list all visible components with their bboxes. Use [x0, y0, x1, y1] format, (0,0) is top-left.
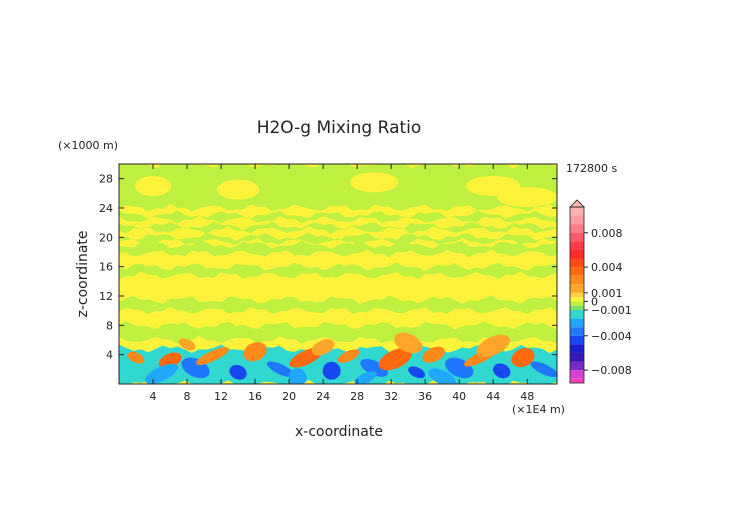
field-feature: [408, 366, 426, 379]
y-unit-label: (×1000 m): [58, 139, 118, 152]
colorbar-band: [570, 224, 584, 233]
colorbar-band: [570, 275, 584, 285]
colorbar-frame: [569, 206, 585, 384]
colorbar-band: [570, 249, 584, 259]
y-tick-label: 20: [99, 231, 113, 244]
y-tick-label: 4: [106, 349, 113, 362]
field-patch-yellow: [350, 172, 399, 193]
x-tick-label: 32: [384, 390, 398, 403]
field-feature: [428, 368, 457, 384]
field-region-lower-green: [119, 320, 557, 344]
x-tick-label: 28: [350, 390, 364, 403]
colorbar-band: [570, 305, 584, 311]
colorbar-band: [570, 292, 584, 298]
x-axis: 4 8 12 16 20 24 28 32 36 40 44 48: [150, 164, 534, 403]
colorbar-band: [570, 241, 584, 250]
colorbar-label: −0.008: [591, 364, 632, 377]
colorbar-band: [570, 267, 584, 276]
colorbar-top-arrow: [569, 199, 585, 208]
y-tick-label: 16: [99, 261, 113, 274]
field-feature: [127, 351, 145, 364]
colorbar-band: [570, 215, 584, 225]
colorbar-band: [570, 335, 584, 345]
colorbar-band: [570, 297, 584, 302]
colorbar-label: −0.004: [591, 330, 632, 343]
chart-title: H2O-g Mixing Ratio: [257, 118, 422, 138]
field-feature: [493, 363, 511, 379]
colorbar-label: 0.008: [591, 227, 623, 240]
colorbar-band: [570, 318, 584, 328]
field-feature: [337, 349, 360, 363]
field-feature: [229, 364, 247, 380]
y-axis: 4 8 12 16 20 24 28: [99, 173, 557, 362]
y-tick-label: 28: [99, 173, 113, 186]
colorbar-label: −0.001: [591, 304, 632, 317]
x-tick-label: 24: [316, 390, 330, 403]
colorbar-band: [570, 378, 584, 383]
field-feature: [394, 332, 423, 354]
colorbar-band: [570, 258, 584, 268]
field-feature: [178, 338, 196, 351]
field-feature: [144, 363, 179, 384]
field-patch-yellow: [135, 176, 172, 196]
field-feature: [360, 358, 389, 377]
field-region-low-mid-band: [119, 295, 557, 315]
field-feature: [530, 361, 557, 378]
field-feature: [266, 361, 295, 378]
colorbar-band: [570, 344, 584, 353]
colorbar-band: [570, 361, 584, 371]
x-tick-label: 8: [184, 390, 191, 403]
field-region-stripe-3: [119, 232, 557, 246]
colorbar-label: 0.001: [591, 287, 623, 300]
field-patch-yellow: [497, 187, 557, 207]
colorbar-band: [570, 352, 584, 362]
field-feature: [311, 339, 335, 356]
field-feature: [196, 347, 230, 365]
colorbar-band: [570, 370, 584, 379]
field-feature: [476, 334, 510, 358]
x-tick-label: 20: [282, 390, 296, 403]
field-region-mid-band-2: [119, 262, 557, 280]
colorbar-band: [570, 301, 584, 306]
y-tick-label: 8: [106, 319, 113, 332]
field-feature: [288, 368, 307, 384]
field-feature: [322, 361, 341, 380]
field-region-stripe-2: [119, 221, 557, 234]
colorbar-band: [570, 327, 584, 336]
x-tick-label: 12: [214, 390, 228, 403]
x-unit-label: (×1E4 m): [512, 403, 565, 416]
heatmap-field: [119, 164, 557, 384]
colorbar-label: 0.004: [591, 261, 623, 274]
field-feature: [243, 342, 267, 362]
y-tick-label: 24: [99, 202, 113, 215]
colorbar-label: 0: [591, 295, 598, 308]
x-tick-label: 16: [248, 390, 262, 403]
x-tick-label: 44: [486, 390, 500, 403]
field-region-mid-band-1: [119, 240, 557, 258]
y-axis-label: z-coordinate: [75, 230, 91, 317]
x-tick-label: 36: [418, 390, 432, 403]
colorbar-band: [570, 284, 584, 293]
colorbar-band: [570, 310, 584, 319]
x-tick-label: 40: [452, 390, 466, 403]
time-label: 172800 s: [566, 162, 617, 175]
colorbar-band: [570, 232, 584, 242]
colorbar-band: [570, 207, 584, 216]
field-feature: [422, 346, 445, 363]
field-feature: [354, 371, 377, 384]
x-axis-label: x-coordinate: [295, 424, 383, 440]
field-region-stripe-1: [119, 210, 557, 224]
plot-frame: [118, 163, 558, 385]
field-feature: [378, 347, 413, 371]
field-patch-yellow: [217, 179, 260, 200]
x-tick-label: 48: [520, 390, 534, 403]
field-feature: [511, 347, 535, 368]
y-tick-label: 12: [99, 290, 113, 303]
x-tick-label: 4: [150, 390, 157, 403]
field-region-upper-green: [119, 164, 557, 212]
